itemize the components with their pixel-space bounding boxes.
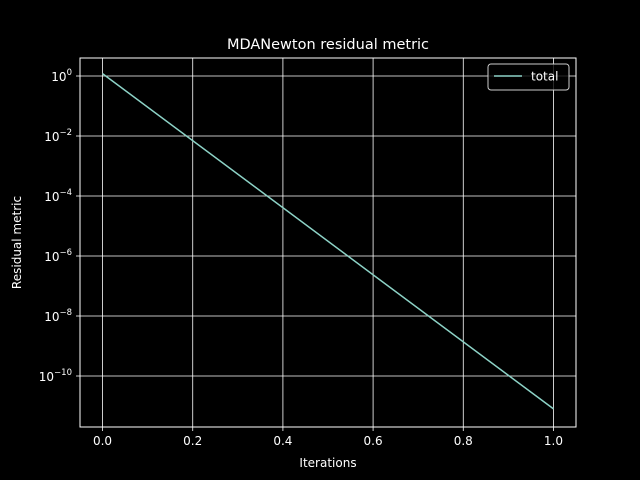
grid (80, 58, 576, 427)
plot-frame (79, 57, 577, 428)
x-tick-label: 0.2 (183, 434, 202, 448)
x-axis-ticks: 0.0 0.2 0.4 0.6 0.8 1.0 (93, 427, 563, 448)
x-tick-label: 0.0 (93, 434, 112, 448)
y-axis-ticks: 100 10−2 10−4 10−6 10−8 10−10 (39, 68, 80, 384)
x-tick-label: 0.8 (454, 434, 473, 448)
legend-box (487, 63, 570, 91)
x-tick-label: 1.0 (544, 434, 563, 448)
legend-label: total (531, 70, 558, 84)
x-tick-label: 0.6 (364, 434, 383, 448)
y-tick-label: 10−2 (44, 128, 72, 144)
series-line-total (102, 72, 554, 410)
x-axis-label: Iterations (299, 456, 356, 470)
y-tick-label: 100 (51, 68, 72, 84)
legend: total (487, 63, 570, 91)
x-tick-label: 0.4 (273, 434, 292, 448)
chart-title: MDANewton residual metric (227, 37, 429, 53)
series-layer (102, 72, 554, 410)
y-tick-label: 10−4 (44, 188, 72, 204)
y-tick-label: 10−10 (39, 368, 72, 384)
y-tick-label: 10−8 (44, 308, 72, 324)
y-axis-label: Residual metric (10, 196, 24, 289)
y-tick-label: 10−6 (44, 248, 72, 264)
